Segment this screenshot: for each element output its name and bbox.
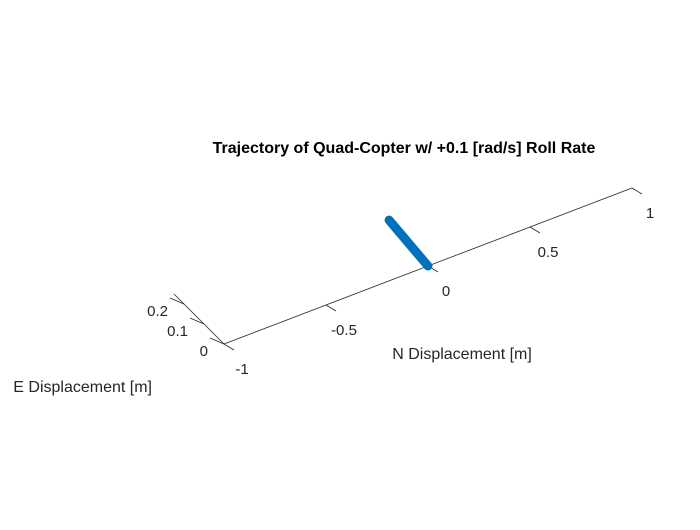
y-tick-label: 0.2 xyxy=(147,303,168,320)
x-tick-label: 0 xyxy=(442,283,450,300)
axes xyxy=(173,187,633,345)
tick-marks xyxy=(169,187,643,351)
chart-title: Trajectory of Quad-Copter w/ +0.1 [rad/s… xyxy=(213,140,596,157)
y-tick-mark xyxy=(169,297,185,305)
x-tick-mark xyxy=(325,304,337,312)
y-tick-label: 0.1 xyxy=(167,323,188,340)
y-axis-label: E Displacement [m] xyxy=(13,379,152,396)
series xyxy=(384,215,433,271)
y-tick-label: 0 xyxy=(200,343,208,360)
y-axis-line xyxy=(173,293,225,345)
x-tick-label: 0.5 xyxy=(538,244,559,261)
x-tick-label: -0.5 xyxy=(331,322,357,339)
x-tick-mark xyxy=(631,187,643,195)
y-tick-mark xyxy=(189,317,205,325)
x-axis-label: N Displacement [m] xyxy=(392,346,532,363)
x-tick-label: -1 xyxy=(235,361,248,378)
y-tick-mark xyxy=(209,337,225,345)
x-tick-mark xyxy=(223,343,235,351)
tick-labels: -1 -0.5 0 0.5 1 0 0.1 0.2 xyxy=(147,205,654,378)
x-tick-mark xyxy=(529,226,541,234)
trajectory-series-line xyxy=(384,215,433,271)
x-tick-label: 1 xyxy=(646,205,654,222)
